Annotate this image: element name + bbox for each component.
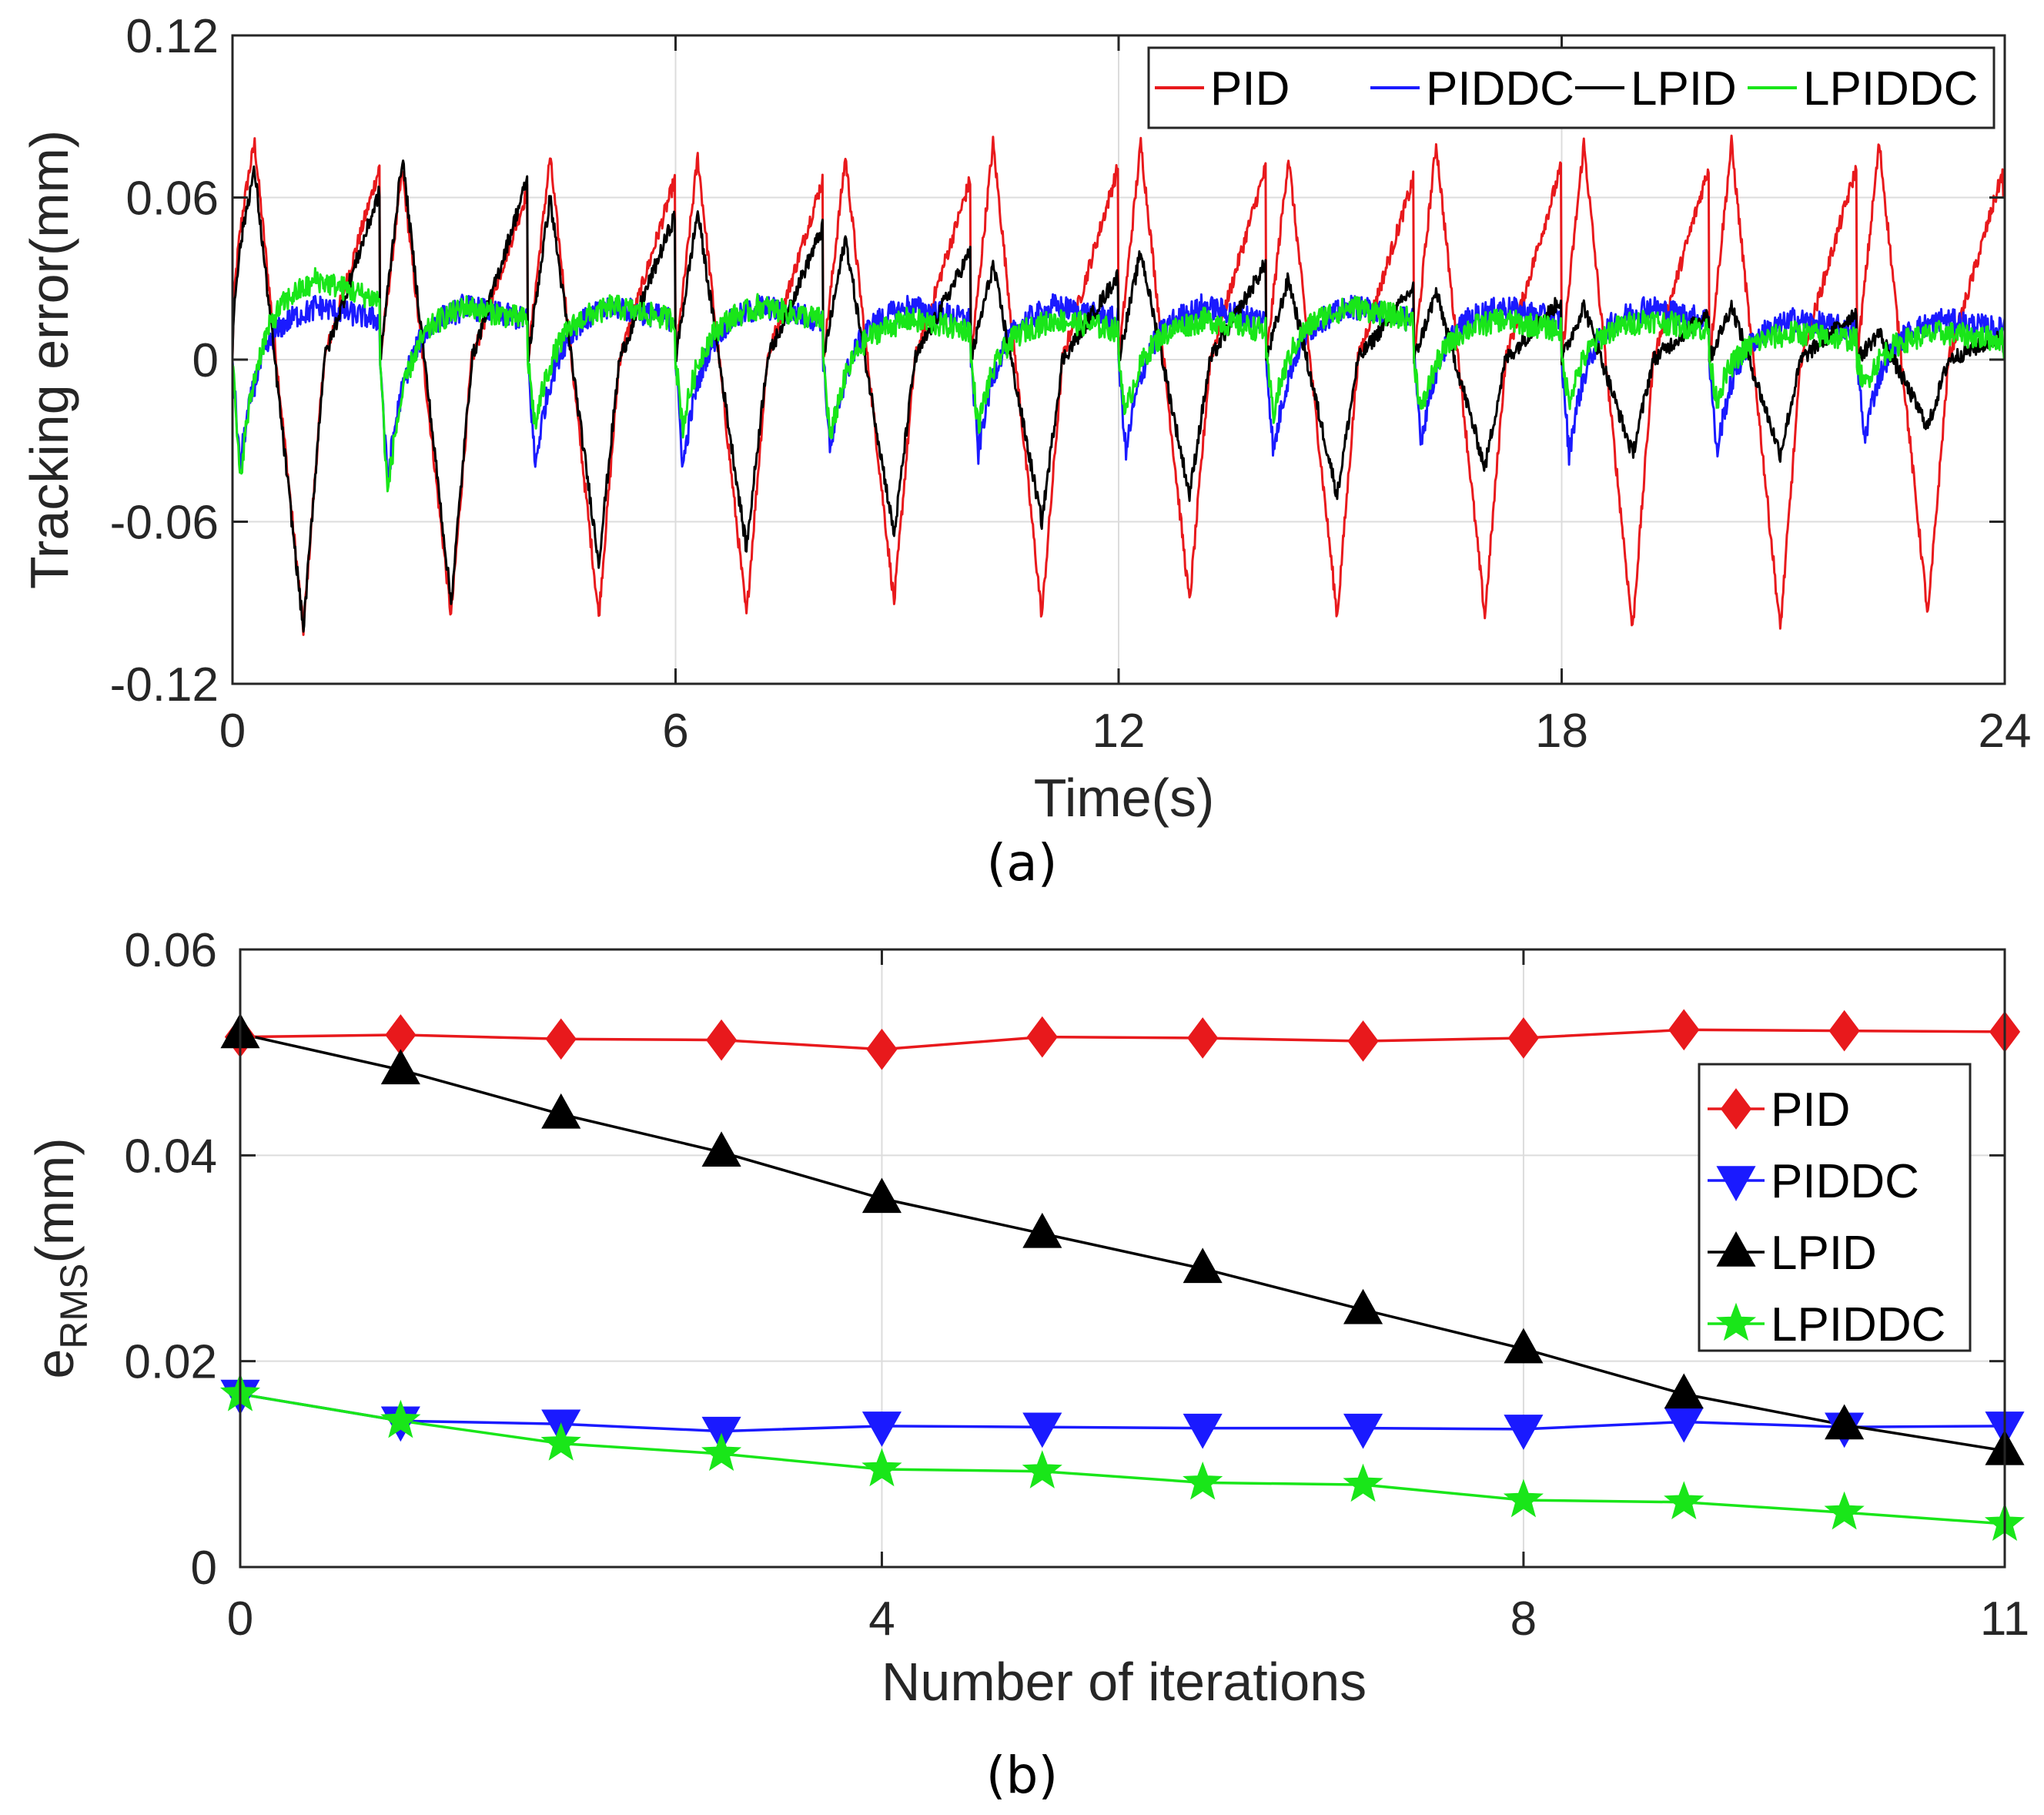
chart-b-point-piddc <box>1183 1413 1223 1449</box>
chart-a-x-tick-label: 24 <box>1979 705 2032 758</box>
chart-a-x-tick-labels: 0 6 12 18 24 <box>219 705 2032 758</box>
chart-b-point-lpid <box>1825 1404 1865 1440</box>
chart-b-x-tick-labels: 0 4 8 11 <box>227 1592 2029 1646</box>
chart-b-point-pid <box>1507 1017 1540 1059</box>
chart-b-point-lpiddc <box>861 1448 902 1487</box>
chart-a-x-axis-label: Time(s) <box>1034 768 1215 828</box>
chart-b-point-piddc <box>1022 1412 1062 1448</box>
chart-a: 0.12 0.06 0 -0.06 -0.12 0 6 12 18 24 Time(s) Tra… <box>19 10 2031 828</box>
chart-b-point-pid <box>545 1018 577 1060</box>
chart-b-legend-label-piddc: PIDDC <box>1771 1155 1919 1208</box>
chart-a-x-tick-label: 12 <box>1092 705 1146 758</box>
chart-b-point-pid <box>1187 1017 1219 1059</box>
chart-a-legend-box <box>1147 46 1995 129</box>
chart-b-x-axis-label: Number of iterations <box>881 1652 1367 1712</box>
chart-b-y-tick-label: 0.02 <box>124 1336 217 1389</box>
chart-a-y-tick-label: -0.06 <box>110 497 219 550</box>
chart-a-legend-label-pid: PID <box>1210 62 1290 116</box>
chart-b-point-pid <box>1347 1020 1379 1062</box>
chart-b-point-pid <box>1668 1009 1700 1051</box>
chart-a-y-tick-label: 0 <box>192 334 219 387</box>
chart-b-series-pid <box>239 1028 2006 1051</box>
chart-a-legend: PID PIDDC LPID LPIDDC <box>1147 46 1995 129</box>
chart-b-point-lpiddc <box>1183 1461 1223 1500</box>
chart-b-y-tick-label: 0.06 <box>124 924 217 977</box>
chart-b-point-lpid <box>701 1131 741 1167</box>
chart-b-y-tick-label: 0 <box>191 1542 217 1595</box>
chart-b-series-lpid <box>239 1032 2006 1452</box>
chart-b-legend-marker-pid <box>1720 1088 1752 1130</box>
chart-a-y-tick-label: 0.06 <box>125 172 219 226</box>
chart-b-point-lpiddc <box>1022 1450 1062 1489</box>
chart-b-point-lpiddc <box>380 1399 421 1438</box>
chart-a-x-tick-label: 0 <box>219 705 246 758</box>
chart-b-panel-label: (b) <box>985 1746 1059 1805</box>
chart-a-x-tick-label: 18 <box>1535 705 1588 758</box>
chart-a-y-tick-labels: 0.12 0.06 0 -0.06 -0.12 <box>110 10 219 712</box>
chart-b-point-lpid <box>861 1177 902 1214</box>
chart-b-y-axis-label-units: (mm) <box>25 1137 85 1263</box>
chart-b-point-lpid <box>380 1049 420 1085</box>
chart-b-point-lpiddc <box>1824 1491 1865 1530</box>
chart-b-legend-label-lpid: LPID <box>1771 1227 1877 1280</box>
chart-b-series-lpiddc <box>239 1392 2006 1525</box>
chart-b-y-axis-label: eRMS(mm) <box>25 1137 95 1378</box>
chart-b-series-piddc <box>239 1392 2006 1433</box>
chart-b-y-tick-label: 0.04 <box>124 1130 217 1183</box>
chart-b-point-lpiddc <box>1503 1478 1544 1518</box>
chart-b-point-lpid <box>541 1093 581 1129</box>
chart-b-point-pid <box>705 1019 738 1061</box>
chart-b-y-axis-label-subscript: RMS <box>52 1264 95 1349</box>
chart-b-point-piddc <box>1504 1415 1544 1450</box>
chart-b-point-piddc <box>861 1411 902 1447</box>
chart-a-y-tick-label: 0.12 <box>125 10 219 63</box>
chart-b-x-tick-label: 8 <box>1510 1592 1537 1646</box>
chart-b-point-lpiddc <box>1343 1463 1383 1502</box>
chart-b-point-lpid <box>1664 1373 1704 1409</box>
chart-b-point-pid <box>1828 1010 1860 1052</box>
chart-b-point-lpid <box>1022 1212 1062 1248</box>
chart-b-legend-marker-piddc <box>1716 1166 1756 1202</box>
chart-b-legend: PID PIDDC LPID LPIDDC <box>1698 1063 1972 1352</box>
chart-b-x-tick-label: 0 <box>227 1592 253 1646</box>
chart-a-legend-label-piddc: PIDDC <box>1426 62 1574 116</box>
chart-a-legend-label-lpid: LPID <box>1631 62 1737 116</box>
chart-b-point-lpid <box>1504 1328 1544 1364</box>
chart-b-legend-label-lpiddc: LPIDDC <box>1771 1298 1945 1351</box>
chart-a-panel-label: (a) <box>986 833 1058 892</box>
chart-b-plot-frame <box>239 948 2006 1569</box>
chart-b-legend-marker-lpid <box>1716 1231 1756 1267</box>
chart-a-series-lpiddc <box>231 266 2006 493</box>
chart-b-point-pid <box>866 1028 898 1070</box>
chart-b-point-pid <box>1026 1016 1058 1058</box>
chart-b-series-lines <box>239 1028 2006 1525</box>
chart-b: 0.06 0.04 0.02 0 0 4 8 11 Number of iterations… <box>25 924 2029 1712</box>
chart-b-point-lpid <box>1183 1247 1223 1284</box>
chart-b-tick-marks <box>239 948 2006 1569</box>
chart-b-x-tick-label: 11 <box>1980 1592 2029 1646</box>
chart-b-point-lpid <box>1343 1288 1383 1324</box>
chart-a-legend-label-lpiddc: LPIDDC <box>1803 62 1978 116</box>
chart-a-tick-marks <box>231 34 2006 685</box>
chart-a-y-axis-label: Tracking error(mm) <box>19 130 79 589</box>
chart-a-y-tick-label: -0.12 <box>110 658 219 712</box>
chart-b-x-tick-label: 4 <box>868 1592 895 1646</box>
chart-b-point-piddc <box>1343 1413 1383 1449</box>
chart-b-y-tick-labels: 0.06 0.04 0.02 0 <box>124 924 217 1595</box>
chart-b-point-lpiddc <box>1664 1481 1704 1519</box>
chart-b-legend-label-pid: PID <box>1771 1083 1850 1137</box>
chart-b-y-axis-label-main: e <box>25 1349 85 1379</box>
chart-a-x-tick-label: 6 <box>662 705 688 758</box>
chart-a-series-lines <box>231 134 2006 636</box>
chart-b-point-lpiddc <box>701 1432 742 1472</box>
chart-b-point-lpiddc <box>540 1422 581 1461</box>
chart-b-legend-marker-lpiddc <box>1715 1302 1757 1341</box>
